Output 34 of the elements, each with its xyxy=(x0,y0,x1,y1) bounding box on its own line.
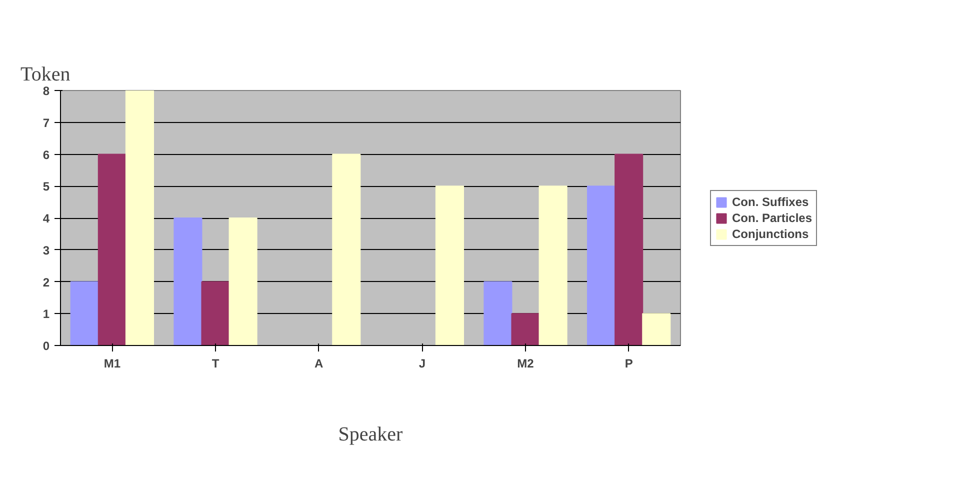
bar xyxy=(125,90,154,346)
bar xyxy=(228,218,258,346)
y-tick-label: 2 xyxy=(42,275,50,290)
bar xyxy=(614,154,644,346)
y-tick-label: 3 xyxy=(42,243,50,258)
y-tick-label: 1 xyxy=(42,307,50,322)
bar xyxy=(538,186,568,346)
bar xyxy=(435,186,464,346)
legend-label: Conjunctions xyxy=(732,226,809,240)
bar xyxy=(484,281,512,346)
y-tick-label: 5 xyxy=(42,180,50,194)
x-tick-label: J xyxy=(418,356,426,370)
x-tick-label: M2 xyxy=(517,356,534,370)
x-tick-label: T xyxy=(212,356,220,370)
bar xyxy=(174,218,202,346)
y-axis-title: Token xyxy=(20,64,70,86)
x-tick-label: P xyxy=(624,356,633,370)
legend-label: Con. Suffixes xyxy=(732,194,809,208)
x-tick-label: M1 xyxy=(104,356,121,370)
bar xyxy=(201,281,230,346)
legend-label: Con. Particles xyxy=(732,210,812,224)
bar xyxy=(511,313,540,346)
bar xyxy=(642,313,671,346)
y-tick-label: 0 xyxy=(42,339,50,353)
bar xyxy=(587,186,616,346)
y-tick-label: 8 xyxy=(42,84,50,98)
bar xyxy=(98,154,126,346)
x-tick-label: A xyxy=(314,356,324,370)
bar xyxy=(70,281,99,346)
bar xyxy=(332,154,361,346)
y-tick-label: 6 xyxy=(42,148,50,162)
y-tick-label: 4 xyxy=(42,212,50,226)
x-axis-title: Speaker xyxy=(338,424,404,446)
y-tick-label: 7 xyxy=(42,116,50,130)
